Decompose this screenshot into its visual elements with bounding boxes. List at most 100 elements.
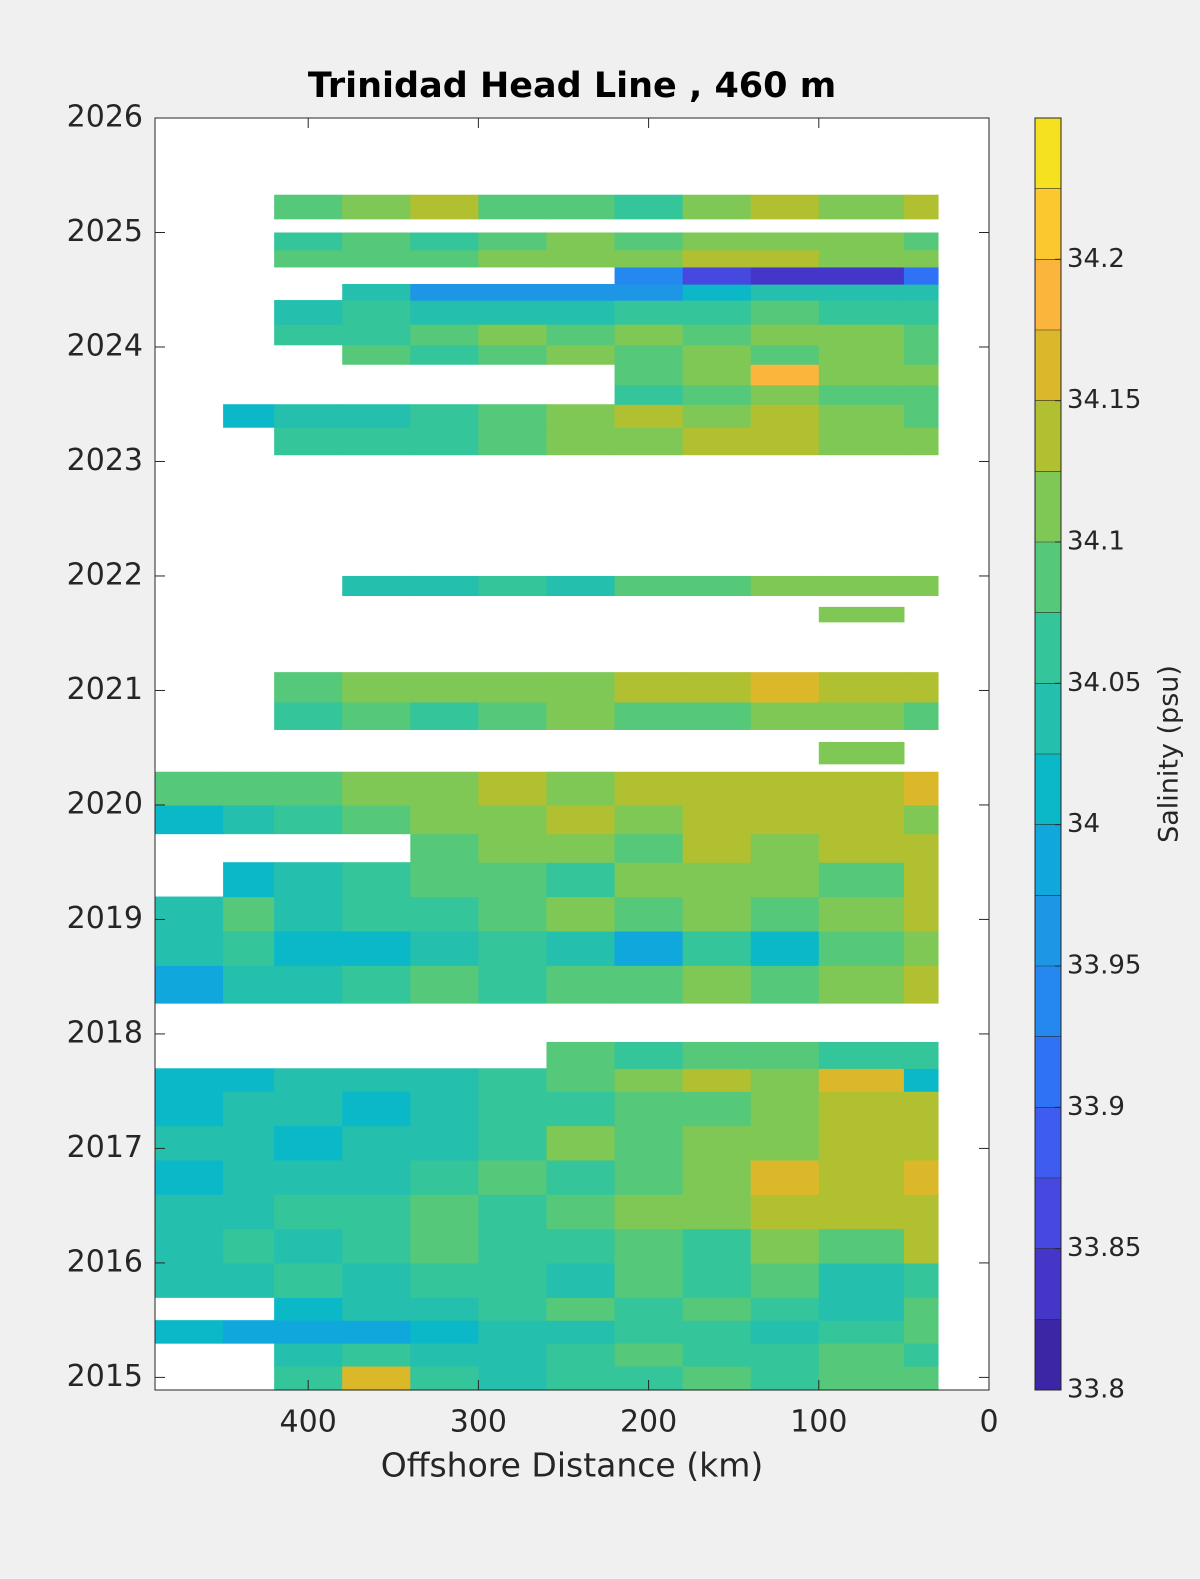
contour-cell — [342, 344, 411, 365]
contour-cell — [750, 232, 820, 251]
contour-cell — [410, 249, 479, 268]
contour-cell — [682, 575, 752, 597]
contour-cell — [410, 232, 479, 251]
colorbar-swatch — [1035, 542, 1061, 614]
contour-cell — [274, 896, 343, 932]
contour-cell — [614, 300, 684, 325]
contour-cell — [274, 1343, 343, 1367]
colorbar-tick-label: 34.15 — [1067, 385, 1141, 415]
contour-cell — [155, 1228, 224, 1264]
contour-cell — [155, 1091, 224, 1127]
contour-cell — [818, 232, 905, 251]
contour-cell — [818, 1041, 905, 1069]
contour-cell — [682, 249, 752, 268]
plot-frame — [154, 117, 990, 1391]
contour-cell — [614, 1297, 684, 1321]
contour-cell — [614, 804, 684, 835]
contour-cell — [614, 364, 684, 386]
contour-cell — [818, 300, 905, 325]
contour-cell — [750, 804, 820, 835]
contour-cell — [750, 575, 820, 597]
contour-cell — [410, 896, 479, 932]
contour-cell — [818, 672, 905, 703]
contour-cell — [818, 965, 905, 1004]
contour-cell — [342, 1320, 411, 1344]
colorbar-swatch — [1035, 1178, 1061, 1250]
contour-cell — [614, 1228, 684, 1264]
contour-cell — [155, 1125, 224, 1161]
contour-cell — [818, 896, 905, 932]
contour-cell — [410, 965, 479, 1004]
contour-cell — [223, 1228, 275, 1264]
contour-cell — [682, 1262, 752, 1298]
contour-cell — [546, 575, 616, 597]
y-tick-label: 2018 — [67, 1015, 143, 1050]
contour-cell — [410, 1262, 479, 1298]
contour-cell — [274, 1194, 343, 1230]
y-tick-label: 2021 — [67, 672, 143, 707]
contour-cell — [903, 1297, 939, 1321]
contour-cell — [546, 427, 616, 456]
contour-cell — [274, 1228, 343, 1264]
contour-cell — [478, 404, 548, 428]
y-tick-label: 2025 — [67, 214, 143, 249]
contour-cell — [750, 930, 820, 966]
contour-cell — [818, 1365, 905, 1391]
colorbar-tick-label: 33.8 — [1067, 1375, 1125, 1405]
contour-cell — [342, 1125, 411, 1161]
contour-cell — [682, 1320, 752, 1344]
contour-cell — [614, 232, 684, 251]
contour-cell — [614, 1068, 684, 1092]
contour-cell — [903, 672, 939, 703]
contour-cell — [750, 672, 820, 703]
contour-cell — [903, 930, 939, 966]
contour-cell — [750, 1041, 820, 1069]
contour-cell — [274, 862, 343, 898]
contour-cell — [155, 804, 224, 835]
contour-cell — [903, 771, 939, 806]
contour-cell — [903, 896, 939, 932]
contour-cell — [274, 1159, 343, 1195]
contour-cell — [682, 930, 752, 966]
contour-cell — [410, 930, 479, 966]
contour-cell — [478, 1159, 548, 1195]
contour-cell — [410, 1228, 479, 1264]
contour-cell — [410, 324, 479, 346]
contour-cell — [342, 965, 411, 1004]
contour-cell — [750, 771, 820, 806]
contour-cell — [903, 833, 939, 863]
contour-cell — [818, 284, 905, 301]
contour-cell — [614, 427, 684, 456]
contour-cell — [682, 364, 752, 386]
contour-cell — [903, 300, 939, 325]
contour-cell — [410, 833, 479, 863]
contour-cell — [750, 284, 820, 301]
contour-cell — [818, 266, 905, 285]
contour-cell — [614, 771, 684, 806]
contour-cell — [410, 284, 479, 301]
contour-cell — [750, 896, 820, 932]
contour-cell — [274, 672, 343, 703]
contour-cell — [682, 771, 752, 806]
contour-cell — [546, 965, 616, 1004]
contour-cell — [223, 1262, 275, 1298]
contour-cell — [903, 1228, 939, 1264]
contour-cell — [546, 232, 616, 251]
contour-cell — [682, 284, 752, 301]
colorbar-swatch — [1035, 1248, 1061, 1320]
contour-cell — [342, 1262, 411, 1298]
colorbar-swatch — [1035, 824, 1061, 896]
contour-cell — [818, 1297, 905, 1321]
contour-cell — [682, 965, 752, 1004]
contour-cell — [342, 324, 411, 346]
contour-cell — [478, 575, 548, 597]
contour-cell — [750, 266, 820, 285]
contour-cell — [410, 427, 479, 456]
contour-cell — [682, 672, 752, 703]
colorbar: 33.8 33.85 33.9 33.95 34 34.05 34.1 34.15 34.2 — [1034, 117, 1141, 1405]
contour-cell — [750, 324, 820, 346]
contour-cell — [682, 232, 752, 251]
contour-cell — [274, 1125, 343, 1161]
contour-cell — [342, 1068, 411, 1092]
contour-cell — [750, 1194, 820, 1230]
